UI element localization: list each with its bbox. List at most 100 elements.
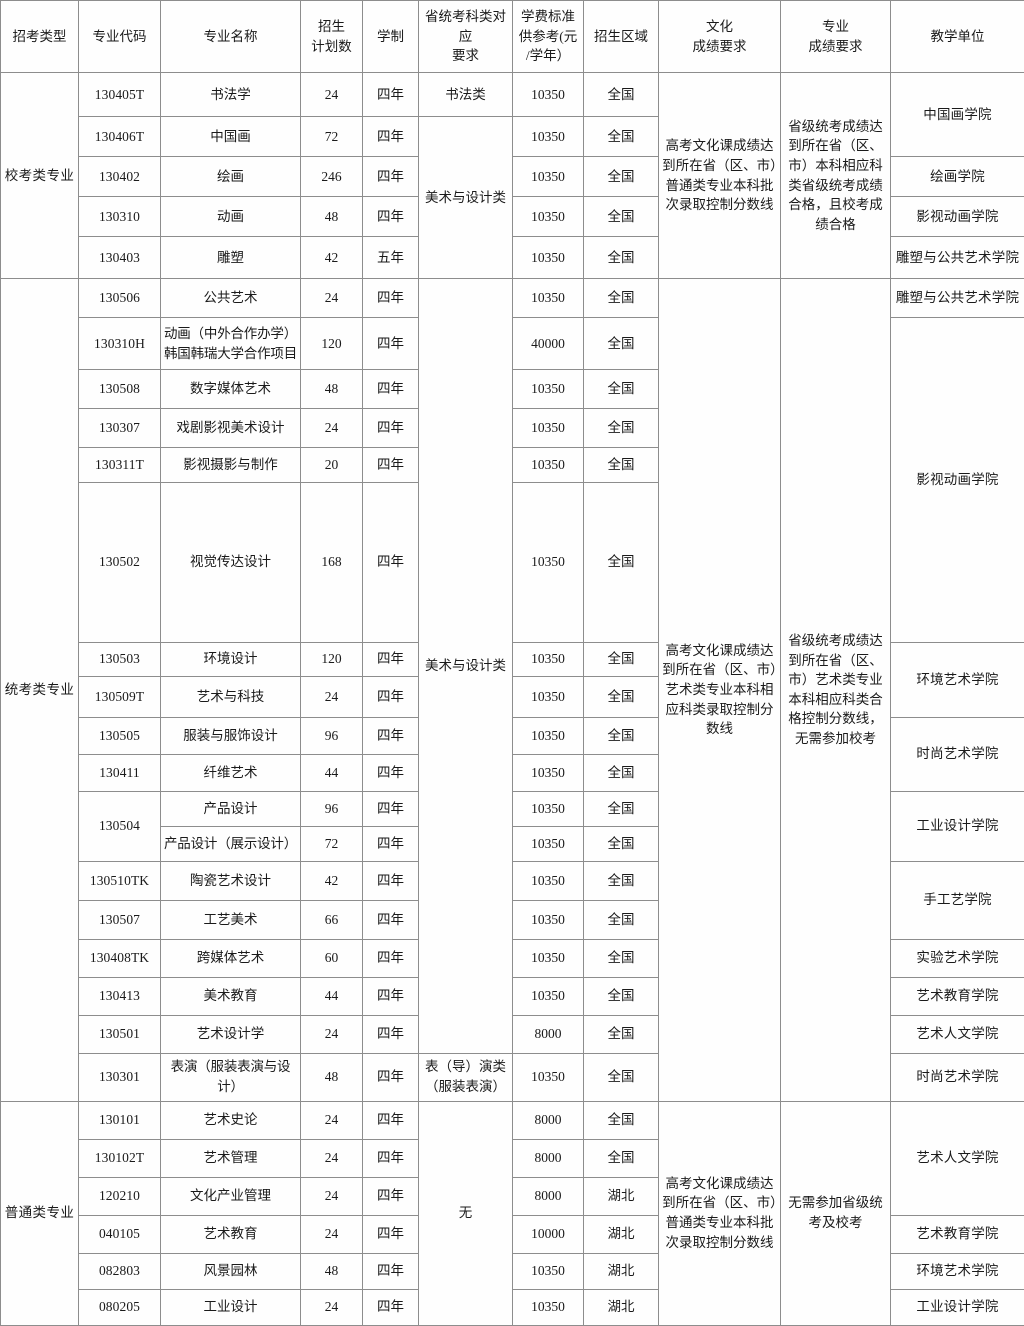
teaching-unit: 艺术人文学院	[891, 1101, 1024, 1215]
header-plan-count-line1: 招生	[303, 17, 360, 37]
region: 全国	[584, 791, 659, 826]
major-code: 130411	[79, 754, 161, 791]
region: 全国	[584, 1015, 659, 1053]
tuition: 10350	[513, 754, 584, 791]
tuition: 10350	[513, 1053, 584, 1101]
schooling-length: 四年	[363, 977, 419, 1015]
teaching-unit: 时尚艺术学院	[891, 1053, 1024, 1101]
region: 全国	[584, 1053, 659, 1101]
region: 全国	[584, 1139, 659, 1177]
teaching-unit: 影视动画学院	[891, 197, 1024, 237]
major-name: 数字媒体艺术	[161, 370, 301, 409]
major-code: 130408TK	[79, 939, 161, 977]
plan-count: 72	[301, 117, 363, 157]
major-name: 书法学	[161, 73, 301, 117]
header-major-requirement-line1: 专业	[783, 17, 888, 37]
teaching-unit: 中国画学院	[891, 73, 1024, 157]
major-name: 艺术与科技	[161, 676, 301, 717]
tuition: 8000	[513, 1101, 584, 1139]
culture-requirement: 高考文化课成绩达到所在省（区、市）艺术类专业本科相应科类录取控制分数线	[659, 279, 781, 1102]
major-name: 雕塑	[161, 237, 301, 279]
teaching-unit: 艺术教育学院	[891, 1215, 1024, 1253]
major-name: 产品设计	[161, 791, 301, 826]
major-name: 公共艺术	[161, 279, 301, 318]
plan-count: 60	[301, 939, 363, 977]
schooling-length: 四年	[363, 409, 419, 448]
major-name: 产品设计（展示设计）	[161, 826, 301, 861]
plan-count: 66	[301, 900, 363, 939]
teaching-unit: 绘画学院	[891, 157, 1024, 197]
region: 全国	[584, 826, 659, 861]
culture-requirement: 高考文化课成绩达到所在省（区、市）普通类专业本科批次录取控制分数线	[659, 1101, 781, 1325]
tuition: 10350	[513, 197, 584, 237]
schooling-length: 四年	[363, 1015, 419, 1053]
header-teaching-unit: 教学单位	[891, 1, 1024, 73]
region: 全国	[584, 676, 659, 717]
region: 全国	[584, 318, 659, 370]
schooling-length: 四年	[363, 197, 419, 237]
major-name: 艺术史论	[161, 1101, 301, 1139]
major-code: 082803	[79, 1253, 161, 1289]
region: 湖北	[584, 1215, 659, 1253]
tuition: 10350	[513, 900, 584, 939]
schooling-length: 四年	[363, 73, 419, 117]
teaching-unit: 艺术教育学院	[891, 977, 1024, 1015]
provincial-subject: 美术与设计类	[419, 117, 513, 279]
region: 湖北	[584, 1253, 659, 1289]
schooling-length: 四年	[363, 861, 419, 900]
tuition: 10350	[513, 1289, 584, 1325]
region: 全国	[584, 939, 659, 977]
header-culture-requirement-line2: 成绩要求	[661, 37, 778, 57]
major-requirement: 省级统考成绩达到所在省（区、市）艺术类专业本科相应科类合格控制分数线，无需参加校…	[781, 279, 891, 1102]
plan-count: 48	[301, 197, 363, 237]
major-name: 影视摄影与制作	[161, 448, 301, 483]
schooling-length: 四年	[363, 791, 419, 826]
schooling-length: 四年	[363, 1289, 419, 1325]
provincial-subject: 表（导）演类 （服装表演）	[419, 1053, 513, 1101]
tuition: 10350	[513, 157, 584, 197]
major-name: 艺术教育	[161, 1215, 301, 1253]
provincial-subject-line1: 表（导）演类	[421, 1057, 510, 1077]
schooling-length: 四年	[363, 318, 419, 370]
major-code: 130504	[79, 791, 161, 861]
major-name: 艺术设计学	[161, 1015, 301, 1053]
plan-count: 48	[301, 1053, 363, 1101]
header-tuition-line3: /学年）	[515, 46, 581, 66]
plan-count: 24	[301, 279, 363, 318]
plan-count: 44	[301, 977, 363, 1015]
teaching-unit: 影视动画学院	[891, 318, 1024, 643]
header-category: 招考类型	[1, 1, 79, 73]
teaching-unit: 手工艺学院	[891, 861, 1024, 939]
major-code: 130405T	[79, 73, 161, 117]
schooling-length: 四年	[363, 642, 419, 676]
plan-count: 24	[301, 1289, 363, 1325]
plan-count: 24	[301, 73, 363, 117]
provincial-subject: 书法类	[419, 73, 513, 117]
header-culture-requirement: 文化 成绩要求	[659, 1, 781, 73]
major-name-line2: 韩国韩瑞大学合作项目	[163, 344, 298, 364]
schooling-length: 五年	[363, 237, 419, 279]
section-category-xiaokao: 校考类专业	[1, 73, 79, 279]
major-name: 服装与服饰设计	[161, 717, 301, 754]
teaching-unit: 雕塑与公共艺术学院	[891, 279, 1024, 318]
tuition: 40000	[513, 318, 584, 370]
tuition: 10350	[513, 448, 584, 483]
major-name: 中国画	[161, 117, 301, 157]
major-code: 130501	[79, 1015, 161, 1053]
provincial-subject-line2: （服装表演）	[421, 1077, 510, 1097]
plan-count: 246	[301, 157, 363, 197]
header-tuition: 学费标准 供参考(元 /学年）	[513, 1, 584, 73]
plan-count: 24	[301, 1015, 363, 1053]
tuition: 8000	[513, 1139, 584, 1177]
schooling-length: 四年	[363, 939, 419, 977]
schooling-length: 四年	[363, 900, 419, 939]
major-code: 130413	[79, 977, 161, 1015]
schooling-length: 四年	[363, 1215, 419, 1253]
tuition: 10350	[513, 977, 584, 1015]
tuition: 10350	[513, 676, 584, 717]
teaching-unit: 艺术人文学院	[891, 1015, 1024, 1053]
tuition: 10350	[513, 717, 584, 754]
region: 全国	[584, 642, 659, 676]
major-name: 陶瓷艺术设计	[161, 861, 301, 900]
major-name: 跨媒体艺术	[161, 939, 301, 977]
